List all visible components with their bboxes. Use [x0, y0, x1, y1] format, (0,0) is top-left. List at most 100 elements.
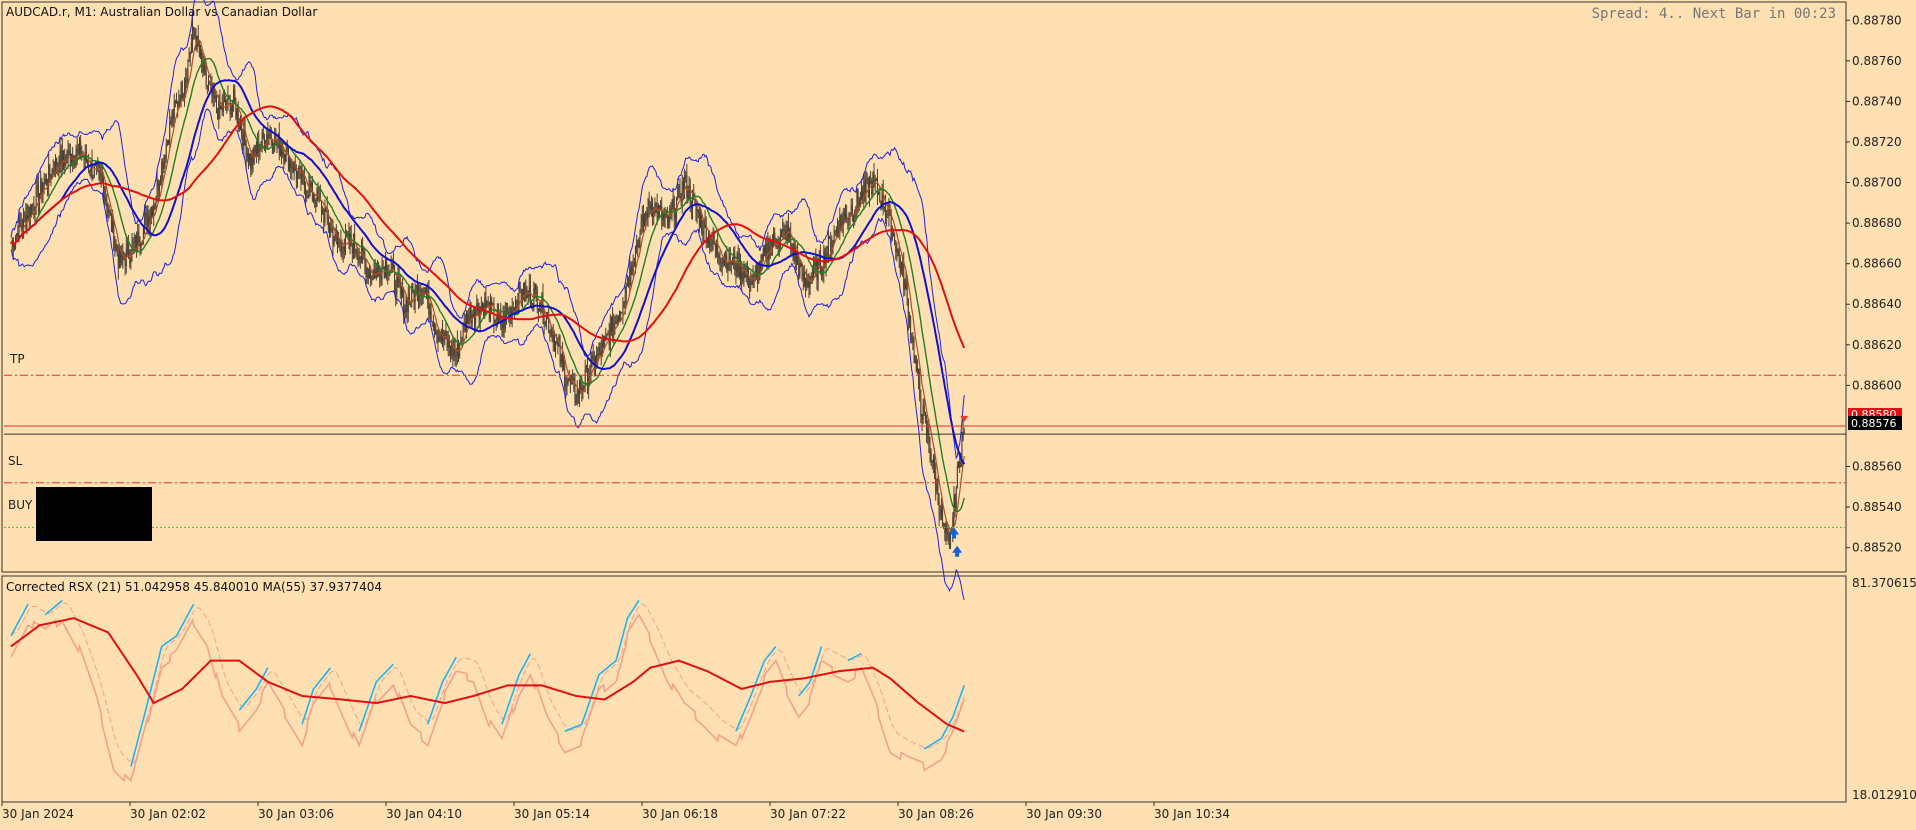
buy-arrow-icon	[949, 527, 960, 539]
candle-body	[268, 135, 270, 138]
candle-body	[657, 205, 659, 219]
candle-body	[616, 320, 618, 324]
candle-body	[27, 215, 29, 220]
candle-body	[383, 267, 385, 278]
candle-body	[652, 204, 654, 217]
candle-body	[912, 340, 914, 343]
candle-body	[237, 109, 239, 126]
candle-body	[343, 246, 345, 253]
candle-body	[708, 232, 710, 241]
candle-body	[214, 95, 216, 99]
candle-body	[679, 184, 681, 200]
rsx-up-segment	[501, 653, 532, 725]
candle-body	[83, 156, 85, 160]
candle-body	[355, 249, 357, 254]
candle-body	[784, 229, 786, 231]
candle-body	[443, 339, 445, 341]
candle-body	[426, 293, 428, 297]
candle-body	[887, 214, 889, 216]
candle-body	[408, 297, 410, 302]
candle-body	[313, 199, 315, 201]
candle-body	[236, 109, 238, 118]
candle-body	[776, 245, 778, 248]
candle-body	[420, 289, 422, 296]
spread-status: Spread: 4.. Next Bar in 00:23	[1592, 6, 1836, 22]
candle-body	[545, 316, 547, 323]
candle-body	[743, 271, 745, 282]
candle-body	[705, 225, 707, 244]
candle-body	[329, 228, 331, 232]
candle-body	[301, 171, 303, 184]
candle-body	[897, 249, 899, 251]
candle-body	[634, 245, 636, 263]
candle-body	[102, 181, 104, 200]
candle-body	[650, 204, 652, 209]
candle-body	[536, 290, 538, 309]
candle-body	[285, 148, 287, 162]
candle-body	[592, 355, 594, 359]
candle-body	[152, 208, 154, 217]
candle-body	[642, 215, 644, 226]
candle-body	[225, 100, 227, 107]
candle-body	[229, 99, 231, 115]
candle-body	[189, 52, 191, 58]
candle-body	[777, 247, 779, 249]
candle-body	[866, 178, 868, 180]
candle-body	[52, 169, 54, 173]
candle-body	[670, 208, 672, 210]
candle-body	[249, 154, 251, 162]
candle-body	[295, 170, 297, 179]
candle-body	[293, 162, 295, 173]
candle-body	[763, 248, 765, 253]
candle-body	[855, 208, 857, 212]
candle-body	[560, 353, 562, 364]
candle-body	[860, 190, 862, 199]
candle-body	[163, 156, 165, 170]
candle-body	[485, 297, 487, 308]
candle-body	[865, 178, 867, 193]
candle-body	[799, 263, 801, 277]
candle-body	[807, 281, 809, 288]
candle-body	[666, 211, 668, 218]
candle-body	[800, 263, 802, 265]
candle-body	[110, 214, 112, 232]
price-tick-label: 0.88520	[1852, 541, 1902, 555]
candle-body	[380, 278, 382, 280]
candle-body	[672, 197, 674, 208]
candle-body	[609, 324, 611, 346]
candle-body	[730, 263, 732, 265]
candle-body	[892, 233, 894, 235]
candle-body	[460, 340, 462, 343]
candle-body	[880, 201, 882, 207]
candle-body	[402, 288, 404, 295]
candle-body	[590, 361, 592, 376]
candle-body	[28, 206, 30, 220]
candle-body	[755, 271, 757, 273]
candle-body	[495, 320, 497, 322]
candle-body	[186, 79, 188, 81]
candle-body	[414, 287, 416, 303]
candle-body	[602, 340, 604, 342]
candle-body	[779, 233, 781, 243]
candle-body	[727, 265, 729, 271]
candle-body	[289, 159, 291, 170]
candle-body	[718, 255, 720, 259]
candle-body	[682, 180, 684, 191]
candle-body	[871, 181, 873, 195]
candle-body	[15, 236, 17, 244]
candle-body	[486, 302, 488, 308]
candle-body	[247, 152, 249, 162]
candle-body	[146, 213, 148, 228]
candle-body	[284, 161, 286, 163]
candle-body	[747, 266, 749, 287]
candle-body	[164, 156, 166, 159]
candle-body	[953, 495, 955, 518]
buy-panel[interactable]	[36, 487, 152, 541]
candle-body	[18, 219, 20, 242]
candle-body	[91, 161, 93, 178]
candle-body	[212, 86, 214, 96]
candle-body	[656, 205, 658, 219]
candle-body	[931, 460, 933, 463]
candle-body	[886, 214, 888, 216]
